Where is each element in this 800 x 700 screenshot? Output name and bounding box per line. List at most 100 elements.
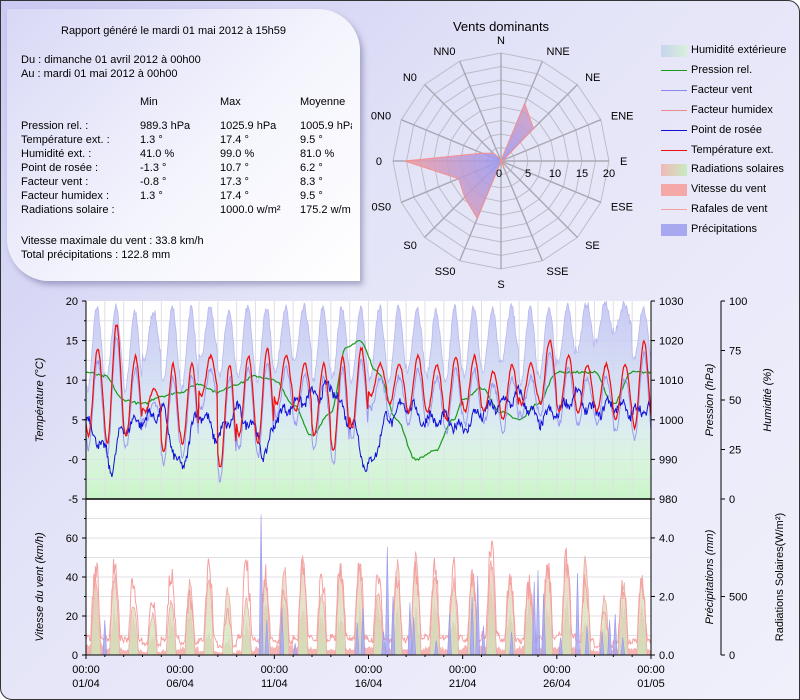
rose-direction-label: 0N0 — [371, 111, 391, 123]
y-tick-label-humidity: 25 — [729, 445, 741, 457]
rose-radial-tick: 5 — [525, 168, 531, 180]
stat-max: 10.7 ° — [220, 162, 249, 174]
rose-direction-label: S — [497, 279, 504, 291]
stat-avg: 8.3 ° — [300, 176, 323, 188]
precipitation-bar — [390, 596, 396, 655]
precipitation-bar — [475, 575, 481, 655]
rose-direction-label: 0 — [376, 156, 382, 168]
y-tick-label-temperature: 10 — [66, 375, 78, 387]
stat-max: 1025.9 hPa — [220, 120, 277, 132]
stat-avg: 6.2 ° — [300, 162, 323, 174]
precipitation-bar — [381, 631, 386, 655]
stat-avg: 1005.9 hPa — [300, 120, 352, 132]
wind-gust-line — [86, 540, 651, 650]
rose-direction-label: NN0 — [433, 46, 455, 58]
x-tick-label-date: 01/05 — [637, 678, 665, 690]
stat-avg: 9.5 ° — [300, 190, 323, 202]
x-tick-label-date: 01/04 — [72, 678, 100, 690]
legend-item: Facteur humidex — [661, 101, 799, 119]
stat-avg: 81.0 % — [300, 148, 335, 160]
stat-label: Facteur vent : — [21, 176, 89, 188]
rose-direction-label: N0 — [403, 72, 417, 84]
wind-rose-chart: Vents dominants N NNE NE ENE E ESE SE SSE S SS0 S0… — [371, 19, 634, 291]
axis-title-precipitation: Précipitations (mm) — [704, 529, 716, 624]
stat-label: Température ext. : — [21, 134, 110, 146]
precipitation-bar — [541, 593, 546, 655]
legend-item: Température ext. — [661, 141, 799, 159]
stat-label: Humidité ext. : — [21, 148, 92, 160]
rose-radial-tick: 10 — [549, 168, 561, 180]
y-tick-label-humidity: 75 — [729, 346, 741, 358]
rose-direction-label: ENE — [611, 111, 634, 123]
y-tick-label-wind: 20 — [66, 611, 78, 623]
precipitation-bar — [620, 637, 626, 655]
stat-label: Facteur humidex : — [21, 190, 110, 202]
x-tick-label-date: 26/04 — [543, 678, 571, 690]
rose-direction-label: NNE — [547, 46, 570, 58]
axis-title-pressure: Pression (hPa) — [704, 363, 716, 436]
y-tick-label-pressure: 990 — [659, 454, 677, 466]
legend-label: Radiations solaires — [691, 163, 784, 176]
legend-item: Précipitations — [661, 220, 799, 238]
report-to-text: Au : mardi 01 mai 2012 à 00h00 — [21, 68, 178, 80]
y-tick-label-pressure: 1020 — [659, 336, 683, 348]
y-tick-label-pressure: 1010 — [659, 375, 683, 387]
precipitation-bar — [264, 619, 270, 655]
rose-spoke — [500, 119, 602, 162]
legend-swatch — [661, 184, 687, 197]
rose-direction-label: S0 — [403, 240, 416, 252]
rose-direction-label: N — [497, 35, 505, 47]
stat-min: -1.3 ° — [140, 162, 167, 174]
stat-min: -0.8 ° — [140, 176, 167, 188]
rose-direction-label: ESE — [611, 202, 633, 214]
stat-min: 41.0 % — [140, 148, 175, 160]
stat-label: Pression rel. : — [21, 120, 89, 132]
total-rain-text: Total précipitations : 122.8 mm — [21, 249, 171, 261]
rose-direction-label: SE — [585, 240, 600, 252]
rose-direction-label: SSE — [547, 266, 569, 278]
legend-label: Précipitations — [691, 223, 758, 236]
column-header-avg: Moyenne — [300, 96, 346, 108]
stat-min: 989.3 hPa — [140, 120, 191, 132]
report-summary-panel: Rapport généré le mardi 01 mai 2012 à 15… — [7, 9, 360, 281]
precipitation-bar — [447, 613, 452, 655]
y-tick-label-wind: 40 — [66, 572, 78, 584]
precipitation-bar — [360, 608, 366, 655]
rose-direction-label: NE — [585, 72, 600, 84]
legend-swatch — [661, 45, 687, 57]
precipitation-bar — [433, 640, 439, 655]
legend-item: Rafales de vent — [661, 200, 799, 218]
legend-label: Température ext. — [691, 143, 774, 156]
y-tick-label-wind: 60 — [66, 533, 78, 545]
precipitation-bar — [575, 572, 580, 655]
x-tick-label-date: 16/04 — [355, 678, 383, 690]
precipitation-bar — [509, 631, 514, 655]
legend-line — [661, 69, 687, 71]
y-tick-label-radiation: 500 — [729, 591, 747, 603]
y-tick-label-temperature: -5 — [68, 494, 78, 506]
legend-label: Pression rel. — [691, 63, 753, 76]
rose-spoke — [459, 60, 502, 162]
wind-rose-title: Vents dominants — [453, 19, 550, 34]
dew-point-line — [86, 379, 651, 478]
rose-radial-tick: 15 — [576, 168, 588, 180]
axis-title-radiation: Radiations Solaires(W/m²) — [774, 513, 786, 641]
stat-max: 1000.0 w/m² — [220, 204, 281, 216]
x-tick-label-time: 00:00 — [261, 664, 289, 676]
legend-line — [661, 109, 687, 111]
x-tick-label-time: 00:00 — [72, 664, 100, 676]
x-tick-label-date: 06/04 — [166, 678, 194, 690]
report-from-text: Du : dimanche 01 avril 2012 à 00h00 — [21, 54, 201, 66]
legend-swatch — [661, 224, 687, 237]
y-tick-label-pressure: 1030 — [659, 296, 683, 308]
rose-spoke — [500, 160, 543, 262]
stat-max: 17.4 ° — [220, 134, 249, 146]
y-tick-label-temperature: -0 — [68, 454, 78, 466]
y-tick-label-precipitation: 4.0 — [659, 533, 674, 545]
column-header-max: Max — [220, 96, 241, 108]
precipitation-bar — [469, 596, 475, 655]
rose-direction-label: E — [620, 156, 627, 168]
precipitation-bar — [584, 625, 590, 655]
stat-label: Radiations solaire : — [21, 204, 115, 216]
legend-line — [661, 89, 687, 91]
